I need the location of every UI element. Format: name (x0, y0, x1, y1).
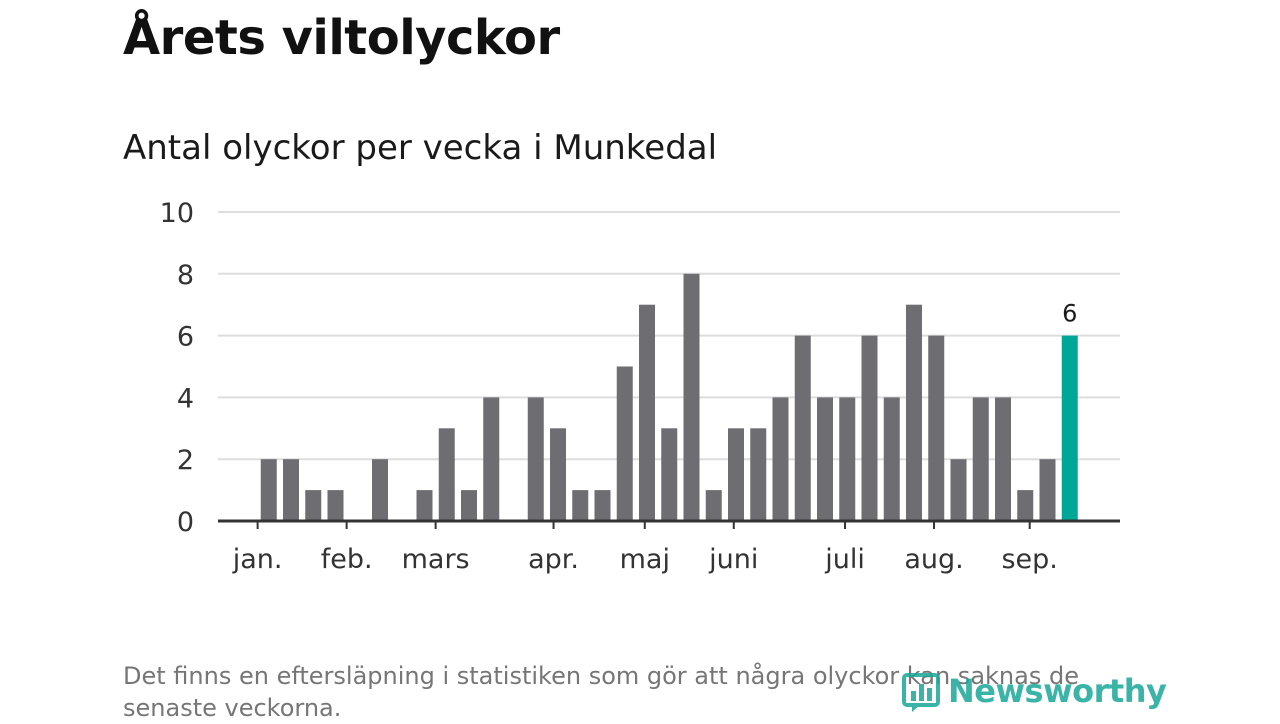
y-tick-label-6: 6 (177, 322, 194, 353)
y-tick-label-8: 8 (177, 260, 194, 291)
x-tick-label-juni: juni (708, 544, 758, 575)
y-tick-label-0: 0 (177, 507, 194, 538)
newsworthy-logo[interactable]: Newsworthy (902, 666, 1167, 716)
chart-title: Årets viltolyckor (123, 10, 560, 66)
bar-week-7 (372, 459, 388, 521)
bar-week-33 (950, 459, 967, 521)
bar-week-2 (260, 459, 277, 521)
bar-week-5 (327, 490, 344, 521)
bar-week-37 (1039, 459, 1056, 521)
bar-week-34 (972, 397, 989, 521)
y-tick-label-10: 10 (160, 198, 194, 229)
bar-week-21 (683, 273, 700, 521)
bar-week-24 (750, 428, 767, 521)
bar-week-3 (283, 459, 299, 521)
last-value-label: 6 (1062, 300, 1077, 328)
y-tick-label-2: 2 (177, 445, 194, 476)
bar-chart-logo-icon (902, 673, 940, 712)
x-tick-label-feb: feb. (321, 544, 373, 575)
x-axis (218, 519, 1120, 529)
bar-week-23 (728, 428, 744, 521)
bar-week-20 (661, 428, 678, 521)
bar-chart: 0 2 4 6 8 10 jan. feb. mars apr. maj juni juli aug. se… (160, 198, 1120, 575)
bar-week-26 (794, 335, 811, 521)
bar-week-14 (527, 397, 544, 521)
chart-subtitle: Antal olyckor per vecka i Munkedal (123, 128, 718, 168)
bar-week-35 (995, 397, 1011, 521)
bar-week-36 (1017, 490, 1034, 521)
bar-week-17 (594, 490, 611, 521)
labels: 0 2 4 6 8 10 jan. feb. mars apr. maj juni juli aug. se… (160, 198, 1078, 575)
bar-week-25 (772, 397, 789, 521)
bar-week-28 (839, 397, 856, 521)
x-tick-label-jan: jan. (232, 544, 283, 575)
x-tick-label-apr: apr. (528, 544, 579, 575)
x-tick-label-mars: mars (402, 544, 470, 575)
bar-week-19 (639, 304, 655, 521)
bar-week-15 (550, 428, 566, 521)
logo-text: Newsworthy (948, 672, 1167, 710)
bar-week-30 (883, 397, 900, 521)
bars (260, 273, 1078, 521)
x-tick-label-juli: juli (824, 544, 865, 575)
bar-week-27 (817, 397, 833, 521)
bar-week-16 (572, 490, 589, 521)
bar-week-11 (461, 490, 477, 521)
y-tick-label-4: 4 (177, 383, 194, 414)
x-tick-label-aug: aug. (904, 544, 963, 575)
bar-week-29 (861, 335, 878, 521)
x-tick-label-sep: sep. (1001, 544, 1057, 575)
x-tick-label-maj: maj (620, 544, 670, 575)
bar-week-22 (705, 490, 722, 521)
bar-week-9 (416, 490, 433, 521)
bar-week-18 (616, 366, 633, 521)
bar-latest-week (1061, 335, 1078, 521)
bar-week-12 (483, 397, 500, 521)
bar-week-4 (305, 490, 322, 521)
bar-week-31 (906, 304, 922, 521)
bar-week-32 (928, 335, 945, 521)
bar-week-10 (438, 428, 455, 521)
